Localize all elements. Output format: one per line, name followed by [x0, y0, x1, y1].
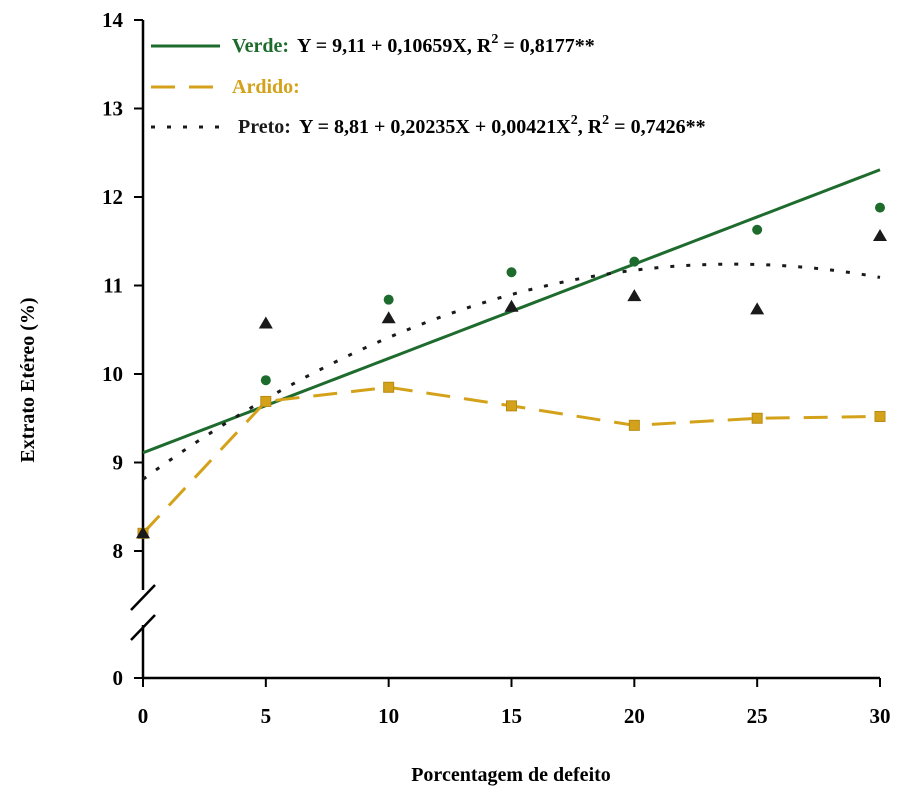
y-tick-label: 9 [113, 451, 124, 475]
ardido-point [260, 395, 272, 407]
verde-point [383, 294, 394, 305]
y-tick-label: 11 [103, 274, 123, 298]
preto-legend-r2-value: = 0,7426** [609, 116, 705, 138]
preto-legend-equation: Y = 8,81 + 0,20235X + 0,00421X [299, 116, 571, 138]
verde-legend-r2-value: = 0,8177** [498, 35, 594, 57]
y-tick-label: 8 [113, 539, 124, 563]
y-tick-label: 13 [102, 97, 123, 121]
preto-point [381, 311, 396, 324]
verde-legend-r2-exponent: 2 [491, 32, 498, 47]
axes: 0 5 10 15 20 25 30 0 8 9 10 11 12 13 14 [102, 8, 891, 728]
preto-point [136, 526, 150, 539]
preto-legend-r2-exponent: 2 [602, 113, 609, 128]
ardido-point [874, 410, 886, 422]
x-tick-label: 0 [138, 704, 149, 728]
x-tick-label: 30 [870, 704, 891, 728]
ardido-point [383, 381, 395, 393]
preto-legend-equation-tail: , R [578, 116, 603, 138]
x-tick-label: 5 [261, 704, 272, 728]
verde-point [629, 256, 640, 267]
preto-point [873, 228, 887, 241]
ardido-legend-text: Ardido: [232, 76, 300, 98]
y-tick-label: 14 [102, 8, 124, 32]
verde-legend-label: Verde: [232, 35, 289, 57]
verde-point [506, 267, 517, 278]
preto-line [142, 262, 881, 481]
x-tick-label: 15 [501, 704, 522, 728]
y-axis-break-mark [130, 614, 156, 641]
verde-legend-text: Verde: Y = 9,11 + 0,10659X, R2 = 0,8177** [232, 32, 595, 57]
x-axis-title: Porcentagem de defeito [411, 764, 611, 786]
preto-point [258, 316, 273, 329]
preto-legend-label: Preto: [238, 116, 291, 138]
preto-point [750, 302, 765, 315]
x-tick-label: 10 [378, 704, 399, 728]
preto-legend-exponent: 2 [571, 113, 578, 128]
preto-point [627, 289, 642, 302]
y-tick-label: 0 [113, 666, 124, 690]
preto-legend-text: Preto: Y = 8,81 + 0,20235X + 0,00421X2, R… [238, 113, 706, 138]
verde-point [260, 375, 271, 386]
x-tick-label: 25 [747, 704, 768, 728]
preto-point [504, 299, 519, 312]
ardido-point [628, 419, 640, 431]
data-markers [136, 202, 887, 539]
y-axis-title: Extrato Etéreo (%) [17, 297, 39, 462]
legend: Verde: Y = 9,11 + 0,10659X, R2 = 0,8177**… [151, 32, 706, 138]
y-tick-label: 10 [102, 362, 123, 386]
ardido-legend-label: Ardido: [232, 76, 300, 98]
fit-lines [141, 168, 881, 535]
ardido-point [506, 400, 517, 412]
y-tick-label: 12 [102, 185, 123, 209]
ardido-point [751, 412, 763, 424]
verde-legend-equation: Y = 9,11 + 0,10659X, R [297, 35, 492, 57]
verde-point [752, 224, 763, 235]
verde-point [875, 202, 885, 213]
x-tick-label: 20 [624, 704, 645, 728]
y-axis-break-mark [130, 584, 156, 611]
